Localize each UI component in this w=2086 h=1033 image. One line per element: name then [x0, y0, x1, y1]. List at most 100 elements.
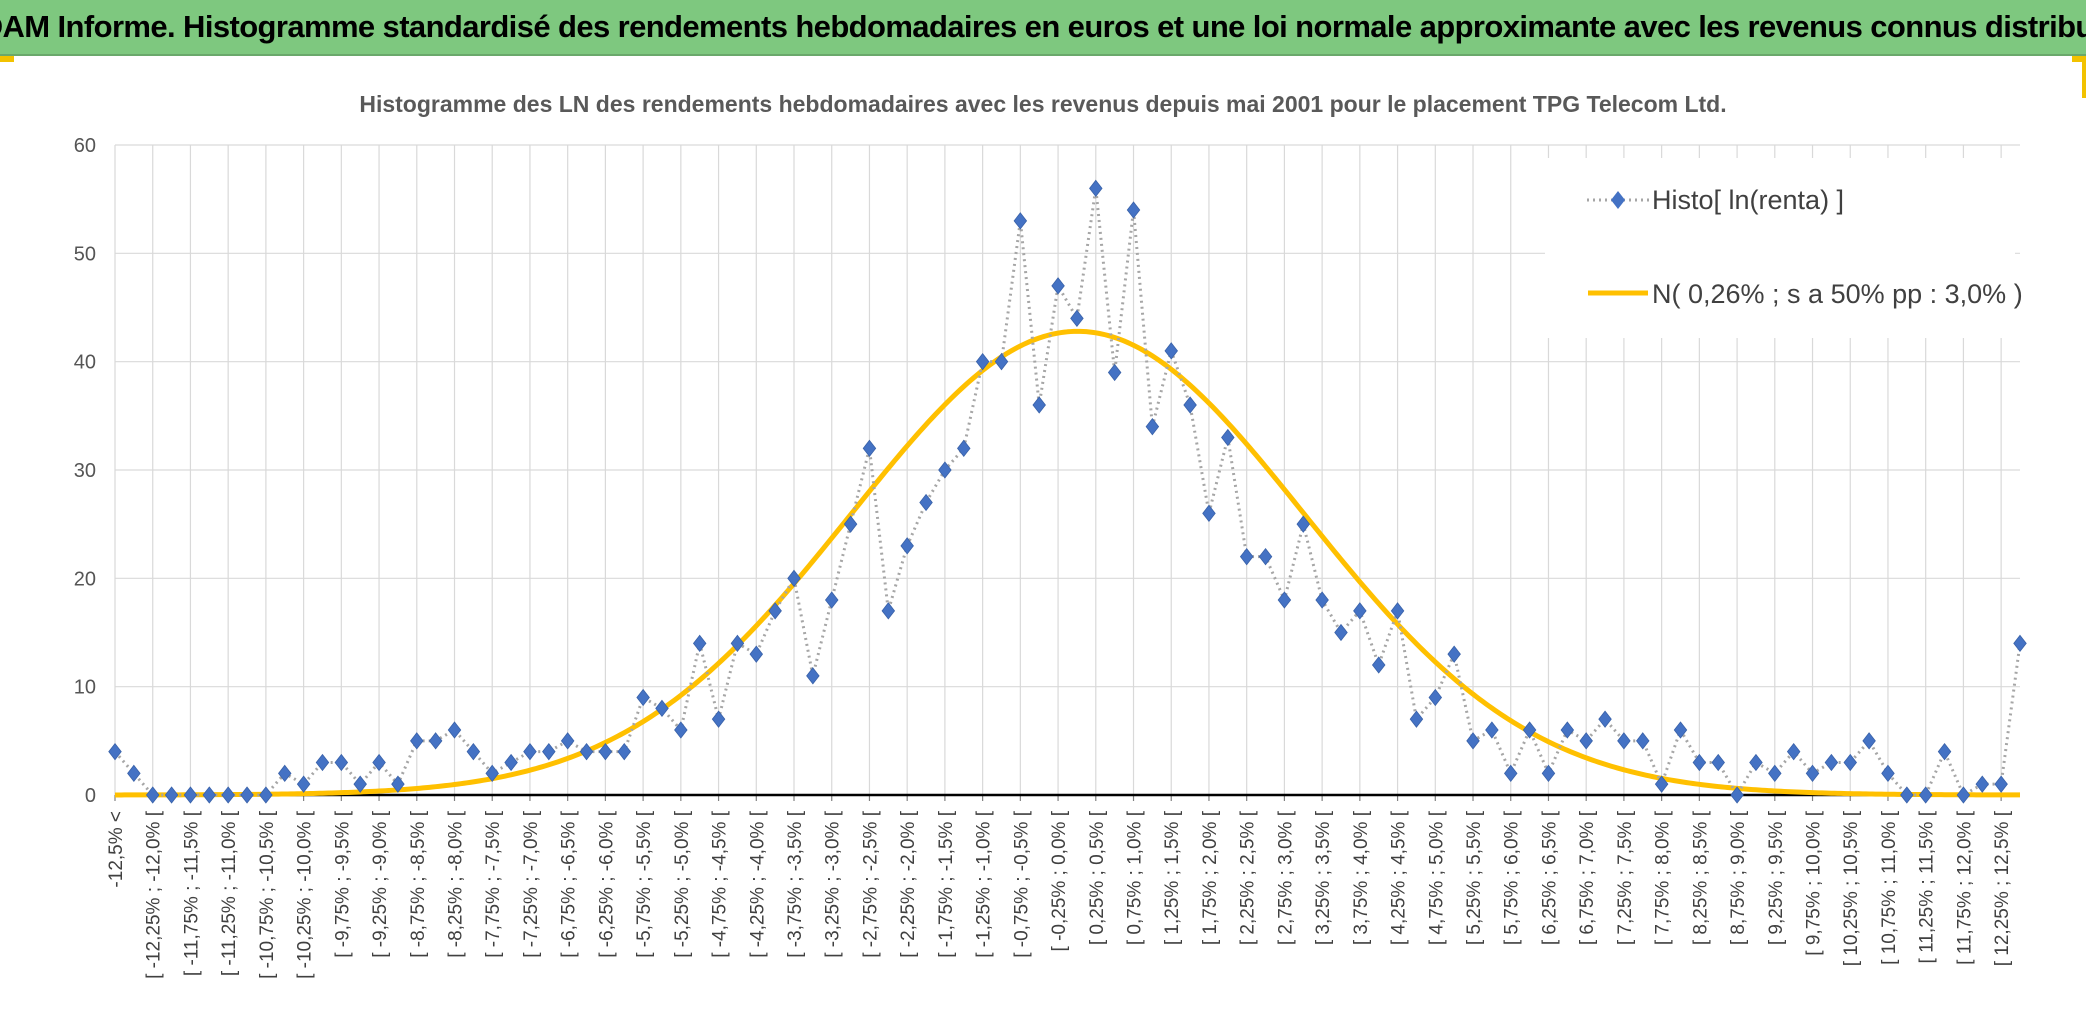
histogram-point [636, 688, 650, 707]
histogram-point [278, 764, 292, 782]
grid-lines [114, 144, 2020, 801]
x-tick-label: -12,5% < [106, 811, 127, 888]
histogram-point [1598, 710, 1612, 728]
histogram-point [1485, 721, 1499, 739]
histogram-markers [108, 179, 2027, 804]
x-tick-label: [ 5,75% ; 6,0% [ [1502, 810, 1523, 945]
histogram-point [485, 764, 499, 782]
histogram-point [108, 743, 122, 761]
y-tick-label: 30 [74, 460, 96, 482]
histogram-point [1447, 645, 1461, 663]
x-tick-label: [ 8,75% ; 9,0% [ [1728, 810, 1749, 945]
histogram-point [1258, 548, 1273, 566]
corner-accent-top-right [2072, 56, 2086, 62]
x-tick-label: [ 0,75% ; 1,0% [ [1125, 810, 1146, 945]
histogram-point [560, 732, 575, 750]
histogram-point [372, 753, 386, 772]
x-tick-label: [ -4,25% ; -4,0% [ [747, 810, 768, 958]
histogram-point [315, 753, 330, 772]
histogram-point [806, 667, 820, 685]
histogram-point [1315, 591, 1329, 609]
x-tick-label: [ 1,75% ; 2,0% [ [1200, 810, 1221, 945]
histogram-point [900, 537, 914, 555]
histogram-point [202, 786, 217, 804]
histogram-point [1994, 775, 2008, 793]
y-tick-label: 0 [85, 785, 96, 807]
histogram-point [542, 743, 556, 761]
histogram-point [692, 634, 707, 652]
x-tick-label: [ 12,25% ; 12,5% [ [1992, 810, 2013, 966]
histogram-point [1371, 656, 1386, 674]
x-tick-label: [ -11,25% ; -11,0% [ [219, 810, 240, 976]
x-tick-label: [ 11,75% ; 12,0% [ [1954, 810, 1975, 965]
histogram-point [1862, 732, 1876, 750]
x-tick-label: [ 4,75% ; 5,0% [ [1426, 810, 1447, 945]
x-tick-label: [ -7,25% ; -7,0% [ [521, 810, 542, 958]
histogram-point [843, 515, 858, 533]
x-tick-label: [ 9,25% ; 9,5% [ [1766, 810, 1787, 945]
histogram-point [353, 775, 367, 793]
x-tick-label: [ -10,25% ; -10,0% [ [295, 810, 316, 979]
histogram-point [259, 786, 273, 804]
histogram-point [1428, 688, 1443, 707]
histogram-point [428, 732, 443, 750]
y-tick-label: 10 [74, 677, 96, 699]
histogram-point [1843, 753, 1857, 772]
histogram-point [296, 775, 311, 793]
histogram-point [938, 461, 952, 479]
histogram-point [1183, 396, 1197, 414]
histogram-point [1522, 721, 1537, 739]
corner-accent-top-left [0, 56, 14, 62]
x-tick-label: [ 6,25% ; 6,5% [ [1539, 810, 1560, 945]
histogram-point [1296, 515, 1311, 533]
legend: Histo[ ln(renta) ] N( 0,26% ; s a 50% pp… [1545, 158, 2023, 338]
x-tick-label: [ 4,25% ; 4,5% [ [1389, 810, 1410, 945]
x-tick-label: [ -0,75% ; -0,5% [ [1011, 810, 1032, 958]
histogram-point [1466, 732, 1480, 750]
histogram-point [2013, 634, 2027, 652]
histogram-point [523, 743, 537, 761]
x-tick-label: [ 6,75% ; 7,0% [ [1577, 810, 1598, 945]
y-tick-label: 20 [74, 568, 96, 590]
histogram-point [1239, 548, 1254, 566]
histogram-point [1277, 591, 1292, 609]
histogram-point [1032, 396, 1046, 414]
x-tick-label: [ -1,25% ; -1,0% [ [974, 810, 995, 958]
histogram-point [1749, 753, 1763, 772]
histogram-point [730, 634, 745, 652]
legend-diamond-icon [1610, 191, 1626, 209]
histogram-point [768, 602, 782, 620]
histogram-point [1390, 602, 1405, 620]
x-tick-label: [ -6,75% ; -6,5% [ [559, 810, 580, 958]
x-tick-label: [ -2,75% ; -2,5% [ [860, 810, 881, 958]
histogram-point [1353, 602, 1367, 620]
histogram-point [1145, 418, 1160, 436]
x-tick-label: [ -7,75% ; -7,5% [ [483, 810, 504, 958]
histogram-point [787, 569, 801, 587]
histogram-point [1900, 786, 1914, 804]
histogram-point [957, 439, 971, 457]
x-tick-label: [ 8,25% ; 8,5% [ [1690, 810, 1711, 945]
histogram-point [919, 493, 933, 512]
x-tick-label: [ 7,75% ; 8,0% [ [1653, 810, 1674, 945]
x-tick-label: [ -2,25% ; -2,0% [ [898, 810, 919, 958]
histogram-point [1937, 743, 1952, 761]
histogram-point [579, 743, 594, 761]
histogram-point [674, 721, 688, 739]
histogram-point [1051, 277, 1065, 295]
histogram-point [1164, 342, 1178, 360]
x-tick-label: [ 2,75% ; 3,0% [ [1275, 810, 1296, 945]
banner-title: ADAM Informe. Histogramme standardisé de… [0, 9, 2086, 44]
histogram-point [391, 775, 405, 793]
histogram-point [598, 743, 613, 761]
x-tick-label: [ -4,75% ; -4,5% [ [710, 810, 731, 958]
histogram-point [1202, 504, 1216, 522]
histogram-point [466, 743, 481, 761]
histogram-point [975, 353, 990, 371]
x-tick-label: [ 3,25% ; 3,5% [ [1313, 810, 1334, 945]
histogram-point [1070, 309, 1084, 327]
histogram-point [1805, 764, 1820, 782]
x-tick-label: [ -9,25% ; -9,0% [ [370, 810, 391, 958]
